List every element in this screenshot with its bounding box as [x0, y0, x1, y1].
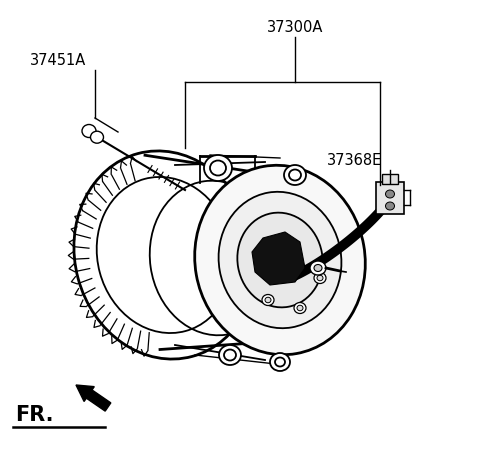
Ellipse shape — [218, 192, 341, 328]
Polygon shape — [252, 232, 305, 285]
Ellipse shape — [82, 124, 96, 138]
Ellipse shape — [224, 350, 236, 360]
Ellipse shape — [204, 155, 232, 181]
Text: 37368E: 37368E — [327, 153, 383, 168]
FancyBboxPatch shape — [376, 182, 404, 214]
Ellipse shape — [297, 305, 303, 311]
Ellipse shape — [385, 202, 395, 210]
Ellipse shape — [262, 295, 274, 305]
Ellipse shape — [314, 272, 326, 284]
Ellipse shape — [270, 353, 290, 371]
Text: FR.: FR. — [15, 405, 53, 425]
Ellipse shape — [275, 358, 285, 367]
Text: 37451A: 37451A — [30, 53, 86, 68]
Ellipse shape — [210, 161, 226, 175]
Ellipse shape — [195, 165, 365, 355]
FancyBboxPatch shape — [382, 174, 398, 184]
Ellipse shape — [289, 170, 301, 180]
Ellipse shape — [237, 212, 323, 308]
Ellipse shape — [91, 131, 104, 143]
Ellipse shape — [314, 264, 322, 272]
Ellipse shape — [219, 345, 241, 365]
Ellipse shape — [265, 297, 271, 303]
Ellipse shape — [310, 261, 326, 275]
Ellipse shape — [294, 303, 306, 313]
Ellipse shape — [284, 165, 306, 185]
Ellipse shape — [385, 190, 395, 198]
FancyArrow shape — [76, 385, 111, 411]
Ellipse shape — [317, 275, 323, 281]
Text: 37300A: 37300A — [267, 20, 323, 35]
